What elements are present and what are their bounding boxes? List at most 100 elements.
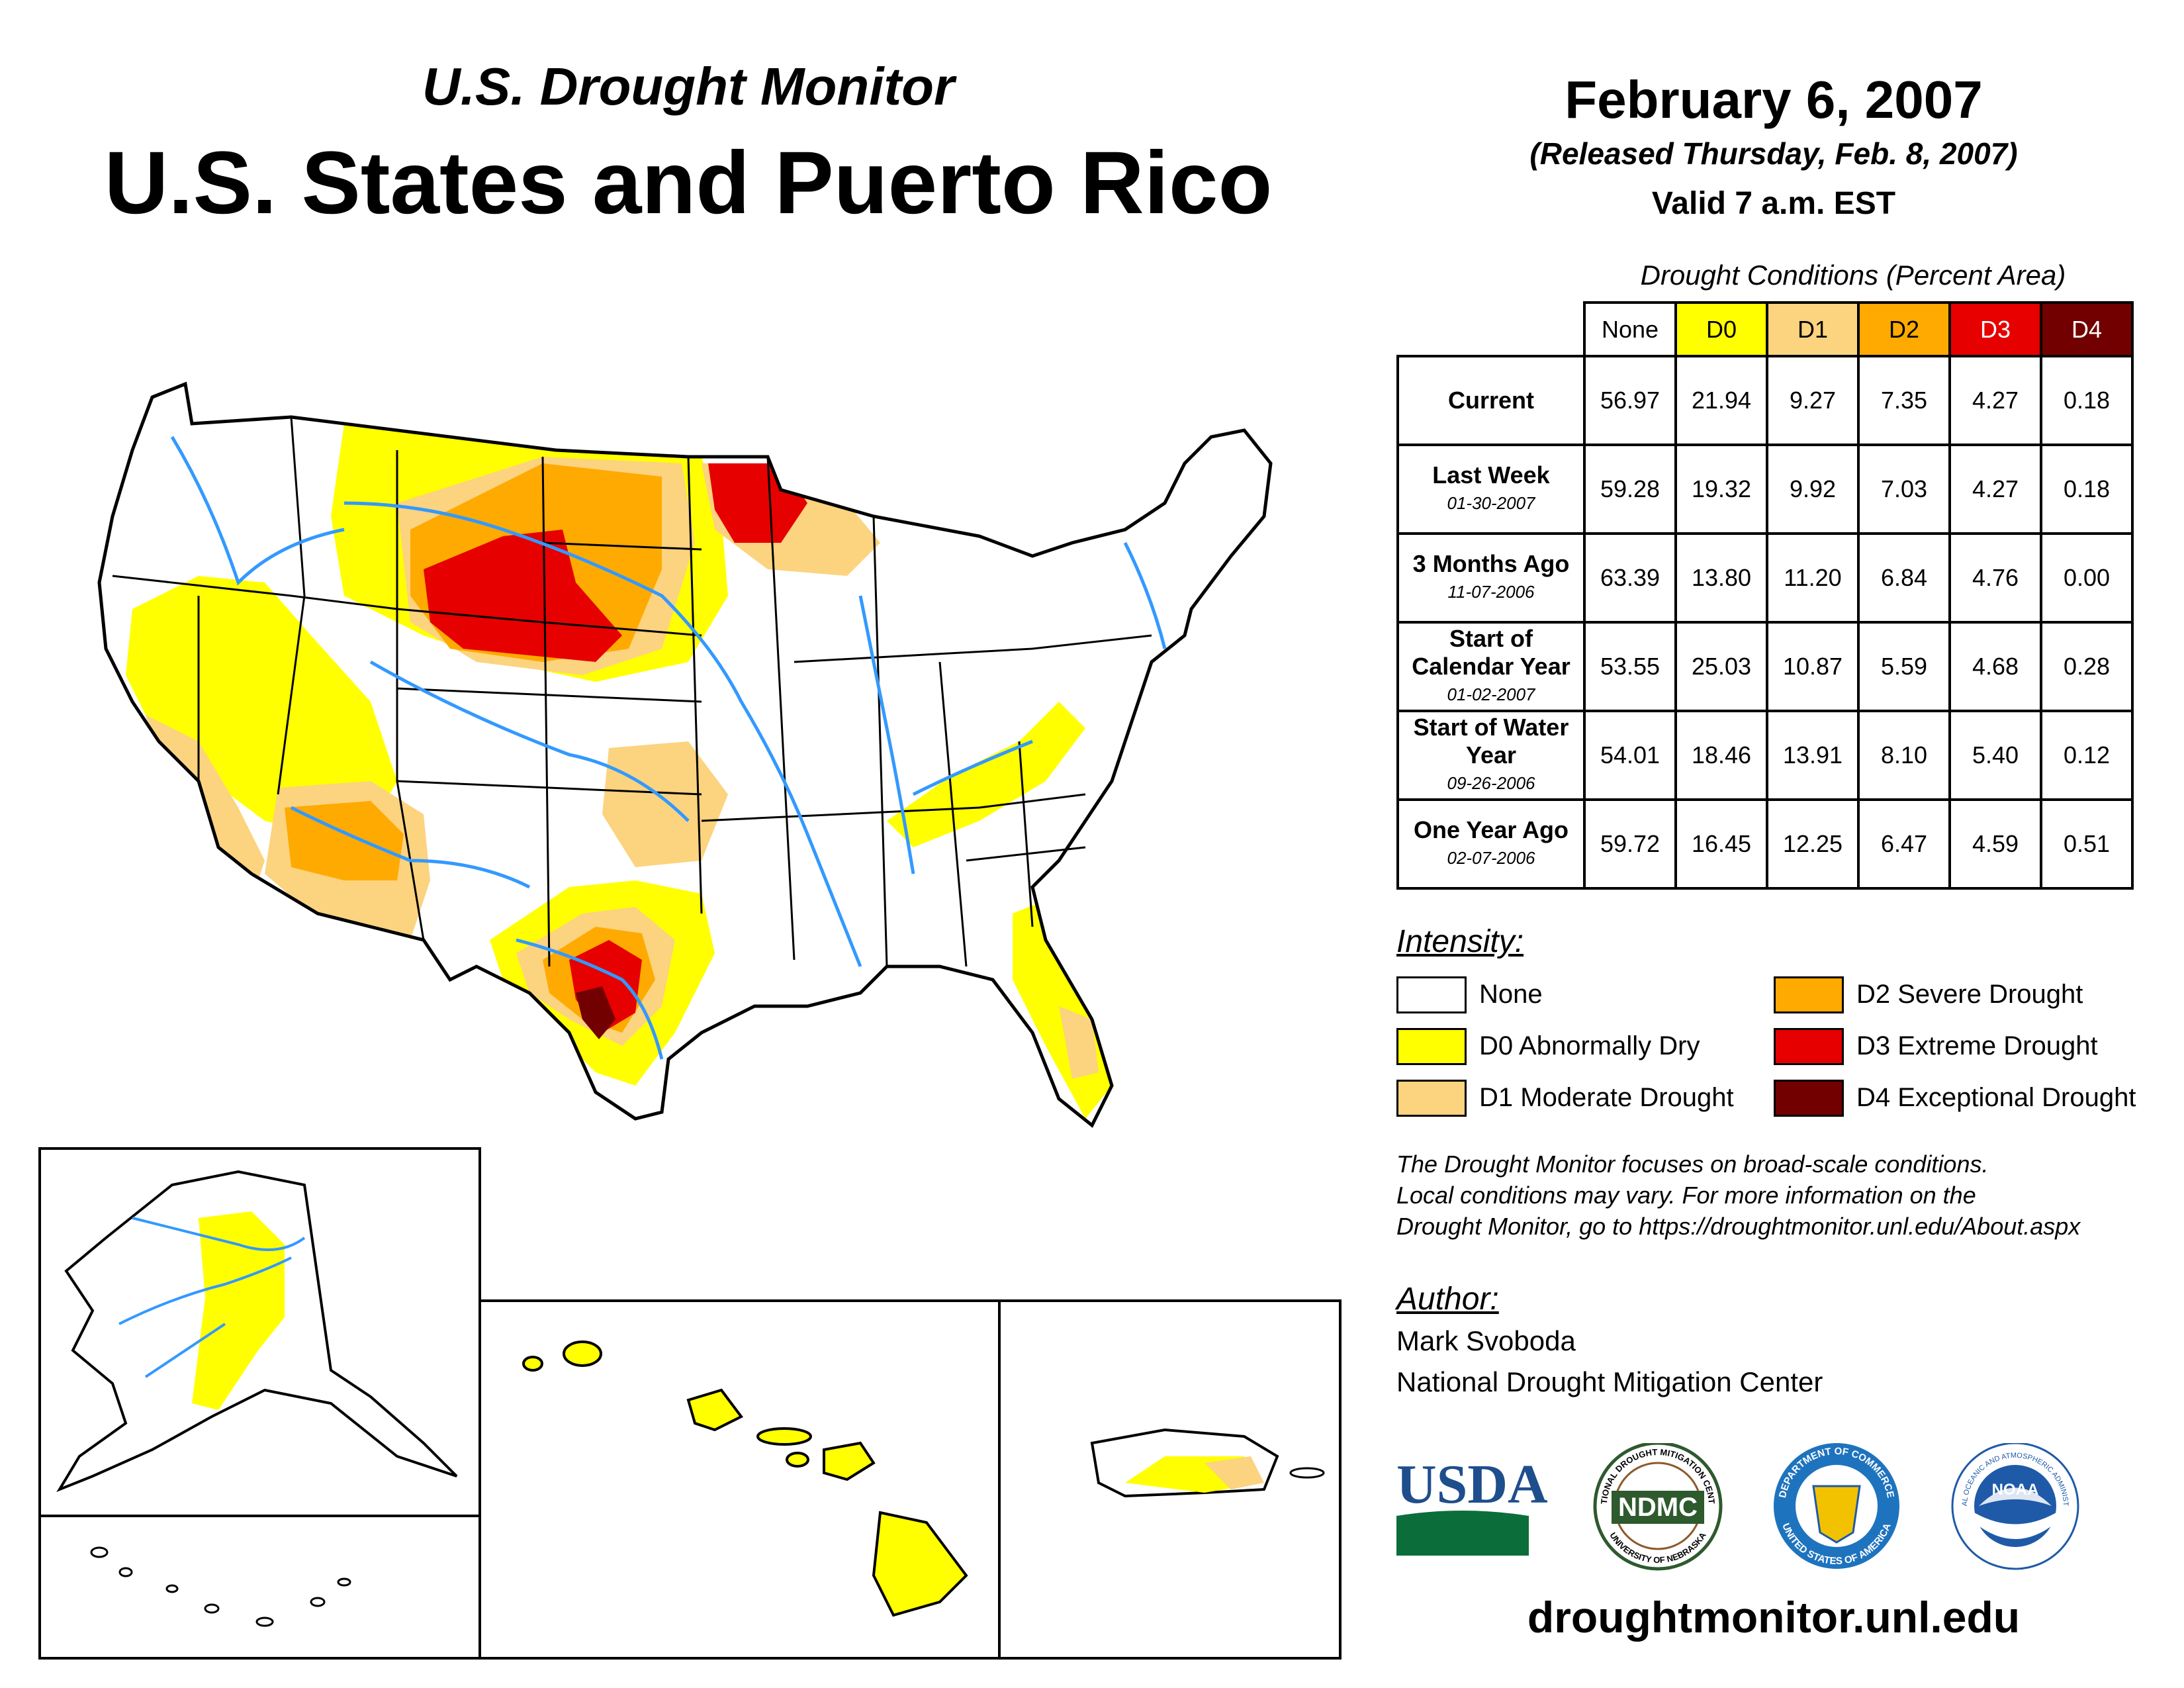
row-date: 09-26-2006 bbox=[1447, 773, 1535, 793]
cell-d4: 0.18 bbox=[2040, 355, 2134, 446]
author-block: Mark Svoboda National Drought Mitigation… bbox=[1396, 1321, 1823, 1403]
drought-area-d1-florida bbox=[1059, 1006, 1099, 1079]
author-title: Author: bbox=[1396, 1282, 1499, 1317]
cell-d3: 5.40 bbox=[1948, 710, 2042, 801]
cell-d1: 13.91 bbox=[1766, 710, 1860, 801]
col-header-d1: D1 bbox=[1766, 301, 1860, 357]
row-date: 11-07-2006 bbox=[1447, 582, 1535, 602]
col-header-d2: D2 bbox=[1857, 301, 1951, 357]
cell-d3: 4.68 bbox=[1948, 621, 2042, 712]
cell-d1: 9.92 bbox=[1766, 444, 1860, 535]
hawaii-islands bbox=[522, 1340, 968, 1617]
legend-swatch-d2 bbox=[1774, 976, 1844, 1013]
cell-d0: 18.46 bbox=[1674, 710, 1768, 801]
state-borders bbox=[112, 416, 1152, 967]
vieques-island bbox=[1289, 1467, 1325, 1479]
alaska-rivers bbox=[118, 1217, 306, 1378]
drought-stats-table: None D0 D1 D2 D3 D4 Current 56.97 21.94 … bbox=[1396, 301, 2134, 890]
usda-logo[interactable]: USDA bbox=[1396, 1454, 1548, 1556]
cell-d1: 9.27 bbox=[1766, 355, 1860, 446]
col-header-none: None bbox=[1583, 301, 1677, 357]
map-subtitle: U.S. Drought Monitor bbox=[422, 57, 955, 116]
row-label: 3 Months Ago 11-07-2006 bbox=[1396, 532, 1586, 624]
row-label: Start of Calendar Year 01-02-2007 bbox=[1396, 621, 1586, 712]
cell-d0: 21.94 bbox=[1674, 355, 1768, 446]
ndmc-text: NDMC bbox=[1618, 1493, 1698, 1522]
legend-label-d0: D0 Abnormally Dry bbox=[1479, 1031, 1700, 1060]
cell-d0: 16.45 bbox=[1674, 798, 1768, 890]
cell-d2: 8.10 bbox=[1857, 710, 1951, 801]
row-label: Current bbox=[1396, 355, 1586, 446]
cell-d1: 11.20 bbox=[1766, 532, 1860, 624]
legend-swatch-none bbox=[1396, 976, 1467, 1013]
col-header-d3: D3 bbox=[1948, 301, 2042, 357]
cell-d0: 25.03 bbox=[1674, 621, 1768, 712]
cell-d2: 7.03 bbox=[1857, 444, 1951, 535]
cell-d4: 0.12 bbox=[2040, 710, 2134, 801]
cell-d0: 13.80 bbox=[1674, 532, 1768, 624]
author-org: National Drought Mitigation Center bbox=[1396, 1366, 1823, 1397]
cell-none: 59.72 bbox=[1583, 798, 1677, 890]
legend-swatch-d3 bbox=[1774, 1028, 1844, 1065]
valid-time: Valid 7 a.m. EST bbox=[1651, 186, 1896, 221]
row-date: 01-02-2007 bbox=[1447, 684, 1535, 704]
conus-border bbox=[97, 381, 1273, 1128]
drought-area-d2-arizona bbox=[285, 801, 404, 880]
cell-none: 59.28 bbox=[1583, 444, 1677, 535]
drought-area-d0-appalachia bbox=[887, 702, 1085, 847]
cell-none: 54.01 bbox=[1583, 710, 1677, 801]
row-label: Last Week 01-30-2007 bbox=[1396, 444, 1586, 535]
row-label: Start of Water Year 09-26-2006 bbox=[1396, 710, 1586, 801]
puerto-rico-drought-d1 bbox=[1205, 1456, 1264, 1489]
table-row: Current 56.97 21.94 9.27 7.35 4.27 0.18 bbox=[1396, 355, 2134, 446]
cell-d3: 4.27 bbox=[1948, 355, 2042, 446]
row-label: One Year Ago 02-07-2006 bbox=[1396, 798, 1586, 890]
rivers bbox=[170, 436, 1167, 1060]
aleutian-inset-frame bbox=[38, 1515, 481, 1660]
legend-swatch-d0 bbox=[1396, 1028, 1467, 1065]
cell-d1: 12.25 bbox=[1766, 798, 1860, 890]
legend-label-d2: D2 Severe Drought bbox=[1856, 980, 2083, 1009]
row-date: 01-30-2007 bbox=[1447, 493, 1535, 513]
cell-d2: 6.84 bbox=[1857, 532, 1951, 624]
col-header-d0: D0 bbox=[1674, 301, 1768, 357]
table-header-row: None D0 D1 D2 D3 D4 bbox=[1398, 301, 2134, 357]
cell-d4: 0.51 bbox=[2040, 798, 2134, 890]
author-name: Mark Svoboda bbox=[1396, 1325, 1576, 1356]
cell-d3: 4.59 bbox=[1948, 798, 2042, 890]
drought-area-d0-west bbox=[126, 576, 397, 834]
release-date: (Released Thursday, Feb. 8, 2007) bbox=[1529, 136, 2018, 171]
cell-none: 63.39 bbox=[1583, 532, 1677, 624]
table-row: Start of Water Year 09-26-2006 54.01 18.4… bbox=[1396, 710, 2134, 801]
cell-d3: 4.76 bbox=[1948, 532, 2042, 624]
alaska-drought-d0 bbox=[192, 1211, 285, 1410]
cell-d0: 19.32 bbox=[1674, 444, 1768, 535]
sponsor-logos: USDA NDMC NATIONAL DROUGHT MITIGATION CE… bbox=[1396, 1443, 2079, 1571]
note-line: The Drought Monitor focuses on broad-sca… bbox=[1396, 1150, 1989, 1178]
cell-d2: 7.35 bbox=[1857, 355, 1951, 446]
row-date: 02-07-2006 bbox=[1447, 848, 1535, 868]
map-title: U.S. States and Puerto Rico bbox=[104, 134, 1273, 232]
cell-d2: 6.47 bbox=[1857, 798, 1951, 890]
note-line: Local conditions may vary. For more info… bbox=[1396, 1182, 1976, 1209]
cell-d4: 0.28 bbox=[2040, 621, 2134, 712]
legend-swatch-d1 bbox=[1396, 1080, 1467, 1117]
usda-text: USDA bbox=[1396, 1454, 1548, 1515]
drought-map bbox=[38, 381, 1342, 1660]
doc-logo[interactable]: DEPARTMENT OF COMMERCE UNITED STATES OF … bbox=[1774, 1443, 1899, 1569]
aleutian-islands bbox=[90, 1546, 351, 1627]
footer-url[interactable]: droughtmonitor.unl.edu bbox=[1527, 1593, 2021, 1642]
disclaimer-note: The Drought Monitor focuses on broad-sca… bbox=[1396, 1149, 2158, 1242]
legend-label-none: None bbox=[1479, 980, 1543, 1009]
cell-d4: 0.00 bbox=[2040, 532, 2134, 624]
table-row: Start of Calendar Year 01-02-2007 53.55 2… bbox=[1396, 621, 2134, 712]
table-row: One Year Ago 02-07-2006 59.72 16.45 12.25… bbox=[1396, 798, 2134, 890]
note-line[interactable]: Drought Monitor, go to https://droughtmo… bbox=[1396, 1213, 2081, 1240]
drought-area-d3-wyoming-dakotas bbox=[424, 530, 622, 662]
legend-title: Intensity: bbox=[1396, 924, 1524, 959]
legend-label-d4: D4 Exceptional Drought bbox=[1856, 1083, 2136, 1112]
noaa-text: NOAA bbox=[1992, 1481, 2039, 1499]
cell-d1: 10.87 bbox=[1766, 621, 1860, 712]
drought-area-d4-texas bbox=[576, 986, 615, 1039]
legend-label-d1: D1 Moderate Drought bbox=[1479, 1083, 1734, 1112]
